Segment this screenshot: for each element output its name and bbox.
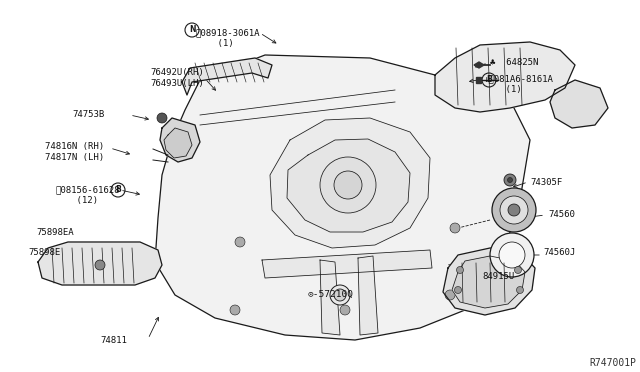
Polygon shape: [270, 118, 430, 248]
Circle shape: [500, 196, 528, 224]
Circle shape: [157, 113, 167, 123]
Text: Ⓒ08156-61628: Ⓒ08156-61628: [55, 185, 120, 194]
Circle shape: [330, 285, 350, 305]
Text: ⓝ08918-3061A: ⓝ08918-3061A: [196, 28, 260, 37]
Text: N: N: [189, 26, 195, 35]
Polygon shape: [550, 80, 608, 128]
Circle shape: [508, 204, 520, 216]
Text: 74816N (RH): 74816N (RH): [45, 142, 104, 151]
Text: ⊙-57210Q: ⊙-57210Q: [308, 290, 354, 299]
Polygon shape: [182, 58, 272, 95]
Text: ↓⒲081A6-8161A: ↓⒲081A6-8161A: [484, 74, 554, 83]
Text: 75898EA: 75898EA: [36, 228, 74, 237]
Text: 74753B: 74753B: [72, 110, 104, 119]
Polygon shape: [38, 242, 162, 285]
Circle shape: [516, 286, 524, 294]
Circle shape: [456, 266, 463, 273]
Polygon shape: [443, 248, 535, 315]
Circle shape: [334, 289, 346, 301]
Text: 75898E: 75898E: [28, 248, 60, 257]
Polygon shape: [320, 260, 340, 335]
Text: 84915U: 84915U: [482, 272, 515, 281]
Text: ♣  64825N: ♣ 64825N: [490, 58, 538, 67]
Circle shape: [508, 177, 513, 183]
Circle shape: [230, 305, 240, 315]
Circle shape: [515, 266, 522, 273]
Text: R747001P: R747001P: [589, 358, 636, 368]
Text: 74817N (LH): 74817N (LH): [45, 153, 104, 162]
Polygon shape: [164, 128, 192, 158]
Polygon shape: [476, 77, 481, 83]
Circle shape: [499, 242, 525, 268]
Circle shape: [95, 260, 105, 270]
Circle shape: [492, 188, 536, 232]
Circle shape: [490, 233, 534, 277]
Polygon shape: [358, 256, 378, 335]
Polygon shape: [160, 118, 200, 162]
Polygon shape: [262, 250, 432, 278]
Circle shape: [450, 223, 460, 233]
Circle shape: [340, 305, 350, 315]
Text: 76493U(LH): 76493U(LH): [150, 79, 204, 88]
Text: (12): (12): [55, 196, 98, 205]
Polygon shape: [155, 55, 530, 340]
Polygon shape: [452, 256, 525, 308]
Text: 74305F: 74305F: [530, 178, 563, 187]
Circle shape: [320, 157, 376, 213]
Polygon shape: [435, 42, 575, 112]
Circle shape: [235, 237, 245, 247]
Text: B: B: [115, 186, 121, 195]
Circle shape: [334, 171, 362, 199]
Circle shape: [454, 286, 461, 294]
Circle shape: [445, 290, 455, 300]
Text: (1): (1): [196, 39, 234, 48]
Text: B: B: [486, 76, 492, 84]
Text: 74560J: 74560J: [543, 248, 575, 257]
Polygon shape: [287, 139, 410, 232]
Text: 76492U(RH): 76492U(RH): [150, 68, 204, 77]
Text: (1): (1): [484, 85, 522, 94]
Polygon shape: [474, 62, 484, 68]
Text: 74811: 74811: [100, 336, 127, 345]
Circle shape: [504, 174, 516, 186]
Text: 74560: 74560: [548, 210, 575, 219]
